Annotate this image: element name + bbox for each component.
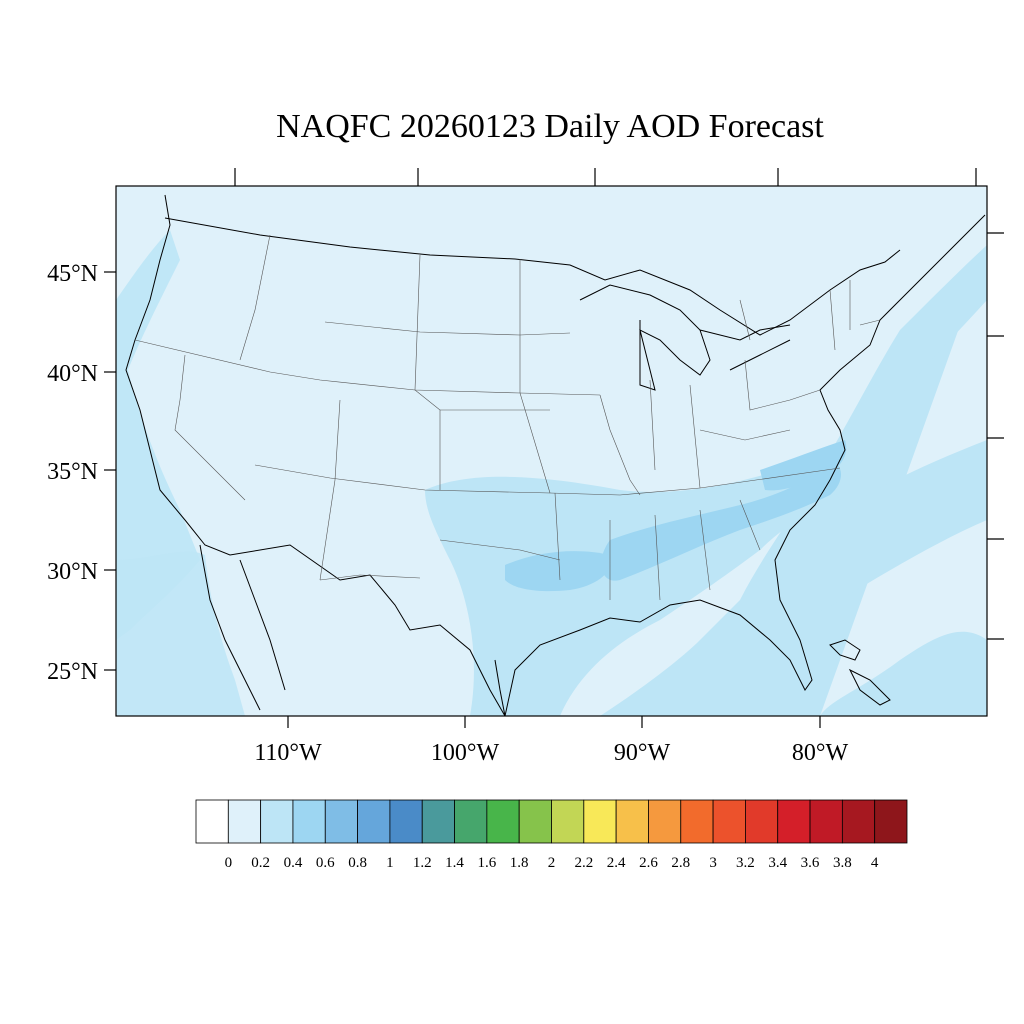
colorbar-swatch	[260, 799, 294, 844]
lon-label-100w: 100°W	[431, 740, 500, 766]
colorbar-tick-label: 0.8	[348, 855, 367, 871]
colorbar-tick-label: 1.6	[477, 855, 496, 871]
aod-fields	[116, 230, 987, 716]
colorbar-labels: 0 0.2 0.4 0.6 0.8 1 1.2 1.4 1.6 1.8 2 2.2 2.4 2.6 2.8 3…	[225, 855, 879, 871]
colorbar-swatch	[615, 799, 649, 844]
colorbar-tick-label: 3.8	[833, 855, 852, 871]
colorbar-tick-label: 2.6	[639, 855, 658, 871]
map-border	[115, 185, 988, 717]
colorbar-tick-label: 4	[871, 855, 879, 871]
colorbar-swatch	[777, 799, 811, 844]
colorbar-swatch	[841, 799, 876, 844]
colorbar-tick-label: 3.4	[768, 855, 787, 871]
great-lakes	[579, 284, 791, 391]
colorbar-tick-label: 3	[709, 855, 717, 871]
aod-atlantic-offshore	[820, 245, 987, 500]
lat-label-35: 35°N	[47, 459, 98, 485]
colorbar-swatch	[551, 799, 585, 844]
coastlines	[125, 194, 986, 716]
colorbar-swatch	[518, 799, 552, 844]
colorbar-swatch	[421, 799, 455, 844]
colorbar-swatch	[680, 799, 714, 844]
axis-ticks	[104, 168, 1004, 728]
colorbar-swatch	[227, 799, 262, 844]
us-outline	[125, 194, 986, 716]
lon-label-80w: 80°W	[792, 740, 849, 766]
colorbar-swatch	[874, 799, 908, 844]
canada-border	[164, 217, 901, 336]
colorbar-tick-label: 0.6	[316, 855, 335, 871]
aod-carolina-core	[760, 440, 847, 491]
colorbar-tick-label: 3.6	[801, 855, 820, 871]
colorbar-tick-label: 1.8	[510, 855, 529, 871]
colorbar-swatch	[195, 799, 229, 844]
colorbar-swatch	[357, 799, 391, 844]
colorbar-swatch	[486, 799, 520, 844]
colorbar-tick-label: 0.4	[284, 855, 303, 871]
colorbar-swatch	[712, 799, 746, 844]
colorbar-swatch	[648, 799, 682, 844]
aod-atlantic-tongue	[780, 440, 987, 615]
colorbar-tick-label: 2.2	[574, 855, 593, 871]
colorbar-tick-label: 2.8	[671, 855, 690, 871]
colorbar-swatch	[583, 799, 617, 844]
colorbar	[195, 799, 908, 844]
aod-pacific-band	[116, 230, 200, 640]
colorbar-swatch	[292, 799, 326, 844]
colorbar-swatch	[745, 799, 779, 844]
lat-label-40: 40°N	[47, 361, 98, 387]
colorbar-swatch	[389, 799, 423, 844]
colorbar-swatch	[809, 799, 843, 844]
colorbar-tick-label: 1	[386, 855, 394, 871]
aod-baja-band	[116, 551, 245, 716]
colorbar-swatch	[454, 799, 488, 844]
map-title: NAQFC 20260123 Daily AOD Forecast	[276, 108, 824, 145]
colorbar-swatch	[324, 799, 358, 844]
colorbar-tick-label: 1.2	[413, 855, 432, 871]
aod-southeast-core	[601, 462, 842, 581]
lon-label-90w: 90°W	[614, 740, 671, 766]
lat-label-30: 30°N	[47, 559, 98, 585]
lat-label-45: 45°N	[47, 261, 98, 287]
state-borders	[134, 234, 881, 601]
lon-label-110w: 110°W	[254, 740, 322, 766]
aod-louisiana-core	[505, 551, 611, 592]
mexico-gulf-coast	[494, 659, 506, 716]
caribbean-islands	[829, 639, 891, 706]
colorbar-tick-label: 2	[548, 855, 556, 871]
baja-peninsula	[199, 544, 286, 711]
lat-label-25: 25°N	[47, 659, 98, 685]
colorbar-tick-label: 0	[225, 855, 233, 871]
colorbar-tick-label: 1.4	[445, 855, 464, 871]
colorbar-tick-label: 0.2	[251, 855, 270, 871]
colorbar-tick-label: 2.4	[607, 855, 626, 871]
colorbar-tick-label: 3.2	[736, 855, 755, 871]
